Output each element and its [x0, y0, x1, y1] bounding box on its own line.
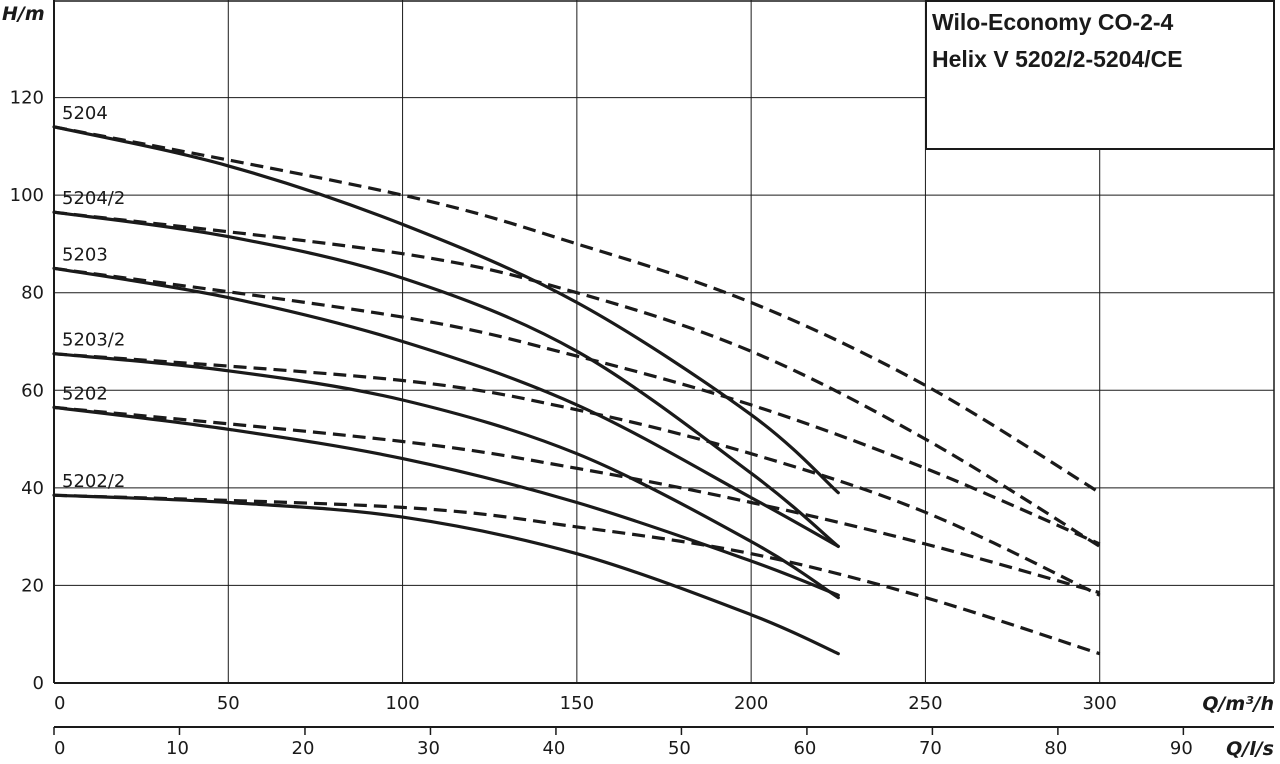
tick-labels: 0 20 40 60 80 100 120 0 50 100 150 200 250 300 0 10 20 30…: [10, 88, 1193, 759]
y-tick-label-40: 40: [21, 478, 44, 499]
x-tick-label-50: 50: [217, 693, 240, 714]
axis-titles: H/m Q/m³/h Q/l/s: [2, 3, 1274, 760]
curve-label-5203-2: 5203/2: [62, 330, 125, 351]
x2-tick-label-10: 10: [166, 738, 189, 759]
x2-tick-label-90: 90: [1170, 738, 1193, 759]
x2-tick-label-80: 80: [1044, 738, 1067, 759]
y-tick-label-80: 80: [21, 283, 44, 304]
curve-labels: 5204 5204/2 5203 5203/2 5202 5202/2: [62, 103, 125, 492]
x-tick-label-0: 0: [54, 693, 65, 714]
x-tick-label-250: 250: [908, 693, 942, 714]
chart-title-line-2: Helix V 5202/2-5204/CE: [932, 46, 1183, 72]
gridlines: [54, 0, 1274, 683]
x-tick-label-300: 300: [1083, 693, 1117, 714]
y-axis-title: H/m: [2, 3, 45, 25]
y-tick-label-20: 20: [21, 575, 44, 596]
curve-5203-single: [52, 266, 840, 548]
curve-label-5204: 5204: [62, 103, 108, 124]
x2-tick-label-50: 50: [668, 738, 691, 759]
y-tick-label-100: 100: [10, 185, 44, 206]
curve-label-5202: 5202: [62, 383, 108, 404]
curve-5202-max: [53, 405, 1101, 595]
x2-tick-label-40: 40: [542, 738, 565, 759]
plot-frame: [53, 0, 1275, 728]
x2-tick-label-20: 20: [292, 738, 315, 759]
x2-tick-label-30: 30: [417, 738, 440, 759]
x-tick-label-200: 200: [734, 693, 768, 714]
curve-label-5203: 5203: [62, 244, 108, 265]
curve-5202-single: [52, 405, 840, 597]
curve-5202-2-max: [53, 493, 1101, 656]
curve-5202-2-single: [52, 493, 840, 656]
curves: [52, 125, 1101, 656]
curve-5204-2-max: [53, 210, 1101, 548]
title-box-frame: [925, 0, 1275, 150]
y-tick-label-60: 60: [21, 380, 44, 401]
y-tick-label-0: 0: [33, 673, 44, 694]
curve-5203-max: [53, 266, 1101, 546]
x2-tick-label-70: 70: [919, 738, 942, 759]
curve-5203-2-max: [53, 352, 1101, 597]
curve-5204-max: [53, 125, 1101, 495]
title-box: Wilo-Economy CO-2-4 Helix V 5202/2-5204/C…: [925, 0, 1275, 150]
curve-5203-2-single: [52, 352, 840, 600]
x2-axis-title: Q/l/s: [1226, 738, 1274, 760]
x-tick-label-150: 150: [560, 693, 594, 714]
chart-title-line-1: Wilo-Economy CO-2-4: [932, 9, 1174, 35]
curve-label-5202-2: 5202/2: [62, 471, 125, 492]
curve-5204-2-single: [52, 210, 840, 548]
curve-5204-single: [52, 125, 840, 495]
x-axis-title: Q/m³/h: [1202, 693, 1274, 715]
x2-tick-label-60: 60: [793, 738, 816, 759]
x2-tick-label-0: 0: [54, 738, 65, 759]
x-tick-label-100: 100: [385, 693, 419, 714]
y-tick-label-120: 120: [10, 88, 44, 109]
curve-label-5204-2: 5204/2: [62, 188, 125, 209]
